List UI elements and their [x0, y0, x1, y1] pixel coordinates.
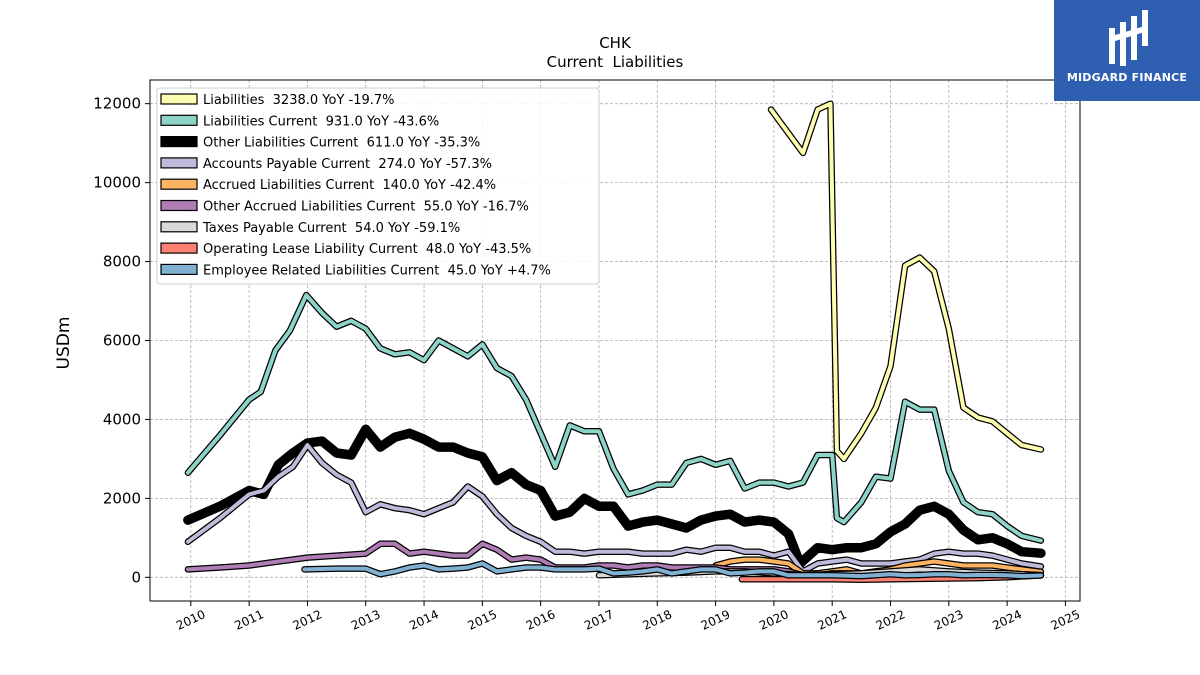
legend-swatch — [160, 178, 198, 190]
x-tick-label: 2022 — [874, 607, 908, 633]
legend-label: Operating Lease Liability Current 48.0 Y… — [203, 242, 531, 257]
legend-label: Employee Related Liabilities Current 45.… — [203, 263, 551, 278]
legend-item: Accrued Liabilities Current 140.0 YoY -4… — [160, 178, 496, 193]
x-tick-label: 2020 — [757, 607, 791, 633]
x-tick-label: 2021 — [815, 607, 849, 633]
legend-swatch — [160, 157, 198, 169]
legend-swatch — [160, 199, 198, 212]
legend-item: Employee Related Liabilities Current 45.… — [160, 263, 551, 278]
legend-swatch — [160, 114, 198, 126]
series-line-outline — [183, 424, 1046, 569]
y-tick-label: 12000 — [93, 95, 141, 113]
y-axis-label: USDm — [54, 317, 74, 370]
y-tick-label: 4000 — [103, 410, 141, 428]
legend-label: Taxes Payable Current 54.0 YoY -59.1% — [202, 221, 460, 236]
x-tick-label: 2017 — [582, 607, 616, 633]
x-tick-label: 2024 — [990, 607, 1024, 633]
series-lines — [183, 100, 1046, 583]
series-line — [184, 425, 1045, 567]
legend-swatch — [160, 263, 198, 275]
y-tick-label: 0 — [131, 568, 141, 586]
y-tick-label: 10000 — [93, 174, 141, 192]
series-accounts-payable-current — [184, 441, 1045, 575]
legend-label: Liabilities 3238.0 YoY -19.7% — [203, 93, 395, 108]
y-tick-label: 8000 — [103, 253, 141, 271]
y-tick-label: 6000 — [103, 332, 141, 350]
legend-box — [156, 87, 600, 285]
legend-label: Other Liabilities Current 611.0 YoY -35.… — [203, 136, 480, 151]
legend-swatch — [160, 221, 198, 233]
legend-item: Other Accrued Liabilities Current 55.0 Y… — [160, 199, 529, 215]
x-tick-label: 2013 — [349, 607, 383, 633]
legend: Liabilities 3238.0 YoY -19.7% Liabilities… — [156, 87, 600, 285]
legend-label: Accrued Liabilities Current 140.0 YoY -4… — [203, 178, 496, 193]
legend-item: Liabilities 3238.0 YoY -19.7% — [160, 93, 395, 108]
legend-label: Liabilities Current 931.0 YoY -43.6% — [203, 114, 439, 129]
series-liabilities-current — [184, 291, 1045, 544]
legend-swatch — [160, 136, 198, 148]
legend-item: Accounts Payable Current 274.0 YoY -57.3… — [160, 157, 492, 172]
legend-item: Other Liabilities Current 611.0 YoY -35.… — [160, 136, 480, 151]
x-tick-label: 2014 — [407, 607, 441, 633]
x-tick-label: 2010 — [174, 607, 208, 633]
series-line — [185, 443, 1043, 574]
series-line — [302, 561, 1043, 579]
x-tick-label: 2015 — [466, 607, 500, 633]
series-employee-related-liabilities-current — [301, 560, 1045, 580]
legend-label: Other Accrued Liabilities Current 55.0 Y… — [203, 200, 529, 215]
x-tick-label: 2025 — [1049, 607, 1083, 633]
x-tick-label: 2018 — [640, 607, 674, 633]
x-tick-label: 2019 — [699, 607, 733, 633]
legend-item: Liabilities Current 931.0 YoY -43.6% — [160, 114, 439, 129]
x-tick-label: 2023 — [932, 607, 966, 633]
series-line — [769, 101, 1043, 461]
series-liabilities — [767, 100, 1045, 463]
chart-title: CHK — [599, 34, 632, 52]
legend-item: Operating Lease Liability Current 48.0 Y… — [160, 242, 531, 257]
y-tick-label: 2000 — [103, 489, 141, 507]
legend-label: Accounts Payable Current 274.0 YoY -57.3… — [203, 157, 492, 172]
legend-swatch — [160, 93, 198, 105]
series-line — [185, 293, 1043, 543]
legend-item: Taxes Payable Current 54.0 YoY -59.1% — [160, 221, 460, 236]
x-tick-label: 2016 — [524, 607, 558, 633]
brand-logo: MIDGARD FINANCE — [1054, 0, 1200, 101]
x-tick-label: 2012 — [291, 607, 325, 633]
chart-subtitle: Current Liabilities — [547, 53, 684, 71]
midgard-logo-icon — [1109, 10, 1148, 66]
series-other-liabilities-current — [183, 424, 1046, 569]
x-tick-label: 2011 — [232, 607, 266, 633]
brand-name: MIDGARD FINANCE — [1066, 71, 1188, 84]
legend-swatch — [160, 242, 198, 254]
